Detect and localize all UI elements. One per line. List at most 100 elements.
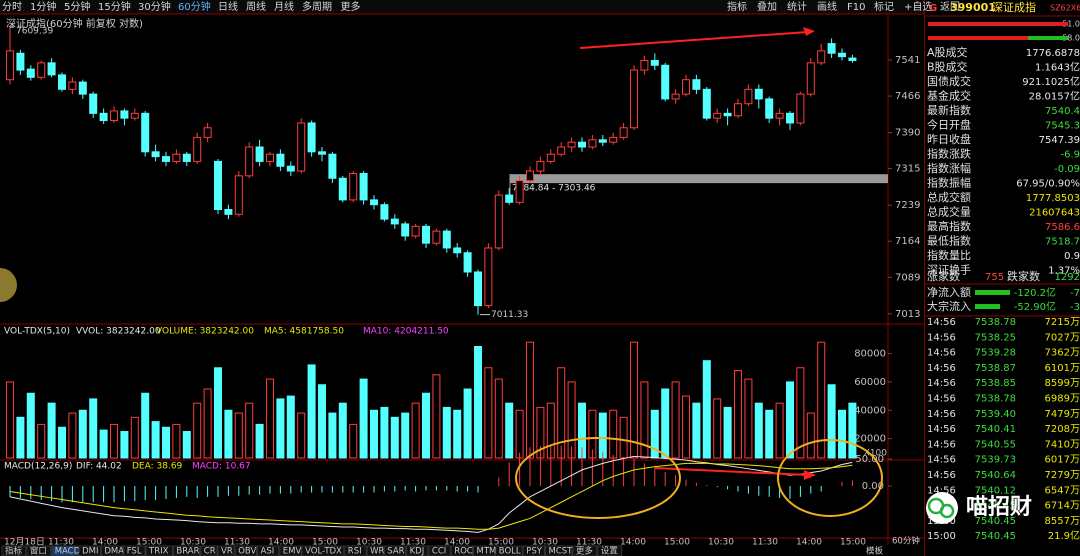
indicator-tab[interactable]: BRAR (176, 547, 199, 556)
tick-volume: 6989万 (1045, 394, 1080, 405)
toolbar-item[interactable]: 更多 (341, 0, 361, 13)
toolbar-item[interactable]: 叠加 (757, 1, 777, 13)
indicator-tab[interactable]: RSI (348, 547, 362, 556)
toolbar-item[interactable]: 5分钟 (64, 0, 90, 13)
toolbar-item[interactable]: 多周期 (302, 0, 332, 13)
indicator-tab[interactable]: CR (204, 547, 216, 556)
tick-price: 7540.55 (975, 439, 1016, 450)
toolbar-item[interactable]: 分时 (2, 1, 22, 13)
tab-bg[interactable] (301, 545, 345, 556)
tab-bg[interactable] (473, 545, 496, 556)
toolbar-item[interactable]: 15分钟 (98, 0, 131, 13)
indicator-tab[interactable]: SAR (387, 547, 404, 556)
indicator-tab[interactable]: DMA (104, 547, 124, 556)
candle-body (484, 247, 493, 307)
volume-bar (359, 378, 368, 459)
tab-bg[interactable] (450, 545, 474, 556)
indicator-tab[interactable]: MACD (55, 547, 81, 556)
toolbar-item[interactable]: +自选 (904, 0, 932, 13)
tab-bg[interactable] (572, 545, 598, 556)
volume-bar (713, 398, 722, 459)
y-tick-label: 7164 (895, 236, 920, 247)
tab-bg[interactable] (344, 545, 367, 556)
tab-bg[interactable] (428, 545, 451, 556)
volume-bar (432, 374, 441, 459)
candle-body (796, 93, 805, 124)
tab-bg[interactable] (545, 545, 573, 556)
tab-bg[interactable] (495, 545, 523, 556)
indicator-tab[interactable]: ROC (454, 547, 473, 556)
toolbar-item[interactable]: 指标 (727, 0, 747, 13)
tab-bg[interactable] (100, 545, 124, 556)
tick-price: 7540.45 (975, 501, 1016, 512)
tab-bg[interactable] (366, 545, 384, 556)
toolbar-item[interactable]: 1分钟 (30, 0, 56, 13)
indicator-tab[interactable]: OBV (238, 547, 256, 556)
tab-bg[interactable] (26, 545, 52, 556)
volume-bar (68, 412, 77, 459)
tab-bg[interactable] (234, 545, 257, 556)
tab-bg[interactable] (406, 545, 429, 556)
tab-bg[interactable] (172, 545, 201, 556)
indicator-tab[interactable]: 更多 (576, 546, 594, 556)
tick-time: 14:56 (927, 455, 956, 466)
indicator-tab[interactable]: ASI (261, 547, 275, 556)
indicator-tab[interactable]: 设置 (601, 546, 619, 556)
toolbar-item[interactable]: 周线 (246, 0, 266, 13)
toolbar-item[interactable]: 月线 (274, 0, 294, 13)
tab-bg[interactable] (522, 545, 546, 556)
tab-bg[interactable] (217, 545, 235, 556)
arrow-head (803, 27, 815, 36)
tab-bg[interactable] (123, 545, 146, 556)
indicator-tab[interactable]: MTM (477, 547, 497, 556)
candle-body (682, 79, 690, 95)
period-label[interactable]: 60分钟 (892, 536, 920, 547)
tab-bg[interactable] (257, 545, 280, 556)
toolbar-item[interactable]: F10 (847, 2, 865, 13)
side-button[interactable] (0, 268, 17, 302)
candle-body (276, 153, 285, 167)
quote-value: 7518.7 (1045, 237, 1080, 248)
candle-body (120, 110, 129, 119)
indicator-tab[interactable]: WR (370, 547, 384, 556)
toolbar-item[interactable]: 画线 (817, 0, 837, 13)
tab-bg[interactable] (145, 545, 173, 556)
tab-bg[interactable] (200, 545, 218, 556)
indicator-tab[interactable]: EMV (283, 547, 302, 556)
candle-body (47, 62, 56, 76)
indicator-tab[interactable]: KDJ (410, 547, 425, 556)
candle-body (255, 146, 264, 162)
candle-body (266, 153, 274, 162)
tab-bg[interactable] (383, 545, 407, 556)
tab-bg[interactable] (51, 545, 79, 556)
toolbar-item[interactable]: 返回 (940, 1, 960, 13)
toolbar-item[interactable]: 日线 (218, 0, 238, 13)
candle-body (151, 151, 160, 158)
indicator-tab[interactable]: CCI (432, 547, 446, 556)
candle-body (99, 112, 108, 122)
tick-volume: 7279万 (1045, 470, 1080, 481)
tab-bg[interactable] (597, 545, 623, 556)
tab-bg[interactable] (279, 545, 302, 556)
toolbar-item[interactable]: 统计 (787, 0, 807, 13)
volume-bar (380, 406, 389, 459)
toolbar-item[interactable]: 30分钟 (138, 0, 171, 13)
toolbar-item[interactable]: 标记 (874, 1, 894, 13)
indicator-tab[interactable]: FSL (127, 547, 142, 556)
indicator-tab[interactable]: PSY (526, 547, 543, 556)
indicator-tab[interactable]: VR (221, 547, 233, 556)
toolbar-item[interactable]: 60分钟 (178, 0, 211, 13)
indicator-tab[interactable]: VOL-TDX (305, 547, 342, 556)
indicator-tab[interactable]: 指标 (5, 546, 23, 556)
tick-volume: 7027万 (1045, 332, 1080, 343)
indicator-tab[interactable]: MCST (549, 547, 574, 556)
indicator-tab[interactable]: 窗口 (30, 546, 47, 556)
template-button[interactable]: 模板 (866, 546, 884, 556)
indicator-tab[interactable]: DMI (82, 547, 98, 556)
tab-bg[interactable] (1, 545, 27, 556)
indicator-tab[interactable]: BOLL (499, 547, 521, 556)
indicator-tab[interactable]: TRIX (148, 547, 169, 556)
tab-bg[interactable] (78, 545, 101, 556)
tick-price: 7538.87 (975, 363, 1016, 374)
candle-body (58, 74, 66, 90)
